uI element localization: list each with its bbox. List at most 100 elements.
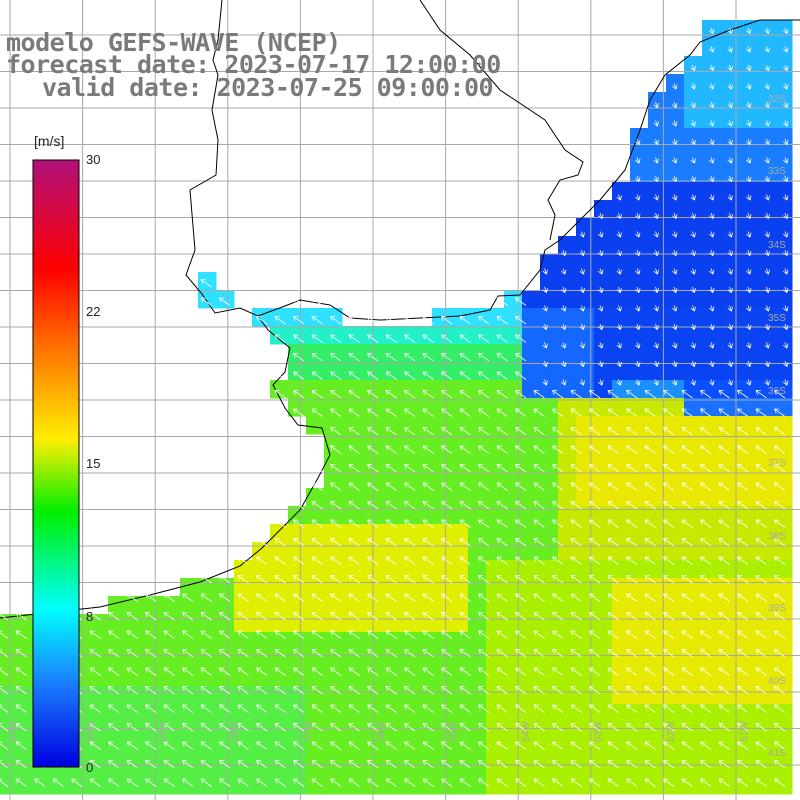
wind-arrow — [616, 194, 622, 201]
wind-arrow — [663, 760, 675, 769]
wind-speed-cell — [630, 560, 649, 579]
wind-arrow — [385, 686, 397, 695]
wind-speed-cell — [594, 740, 613, 759]
wind-arrow — [542, 305, 548, 312]
wind-speed-cell — [558, 686, 577, 705]
wind-arrow — [672, 231, 678, 238]
wind-speed-cell — [594, 398, 613, 417]
wind-speed-cell — [756, 56, 775, 75]
wind-speed-cell — [738, 614, 757, 633]
wind-arrow — [478, 686, 490, 695]
wind-arrow — [681, 427, 693, 436]
wind-arrow — [607, 723, 619, 732]
wind-speed-cell — [720, 146, 739, 165]
wind-arrow — [644, 464, 656, 473]
wind-arrow — [89, 741, 101, 750]
wind-arrow — [700, 667, 712, 676]
wind-speed-cell — [774, 254, 793, 273]
wind-speed-cell — [576, 632, 595, 651]
wind-arrow — [727, 231, 733, 238]
wind-arrow — [422, 760, 434, 769]
wind-arrow — [367, 445, 379, 454]
wind-arrow — [783, 138, 789, 145]
wind-speed-cell — [630, 470, 649, 489]
wind-speed-cell — [756, 236, 775, 255]
wind-speed-cell — [378, 434, 397, 453]
wind-speed-cell — [648, 200, 667, 219]
wind-speed-cell — [702, 362, 721, 381]
wind-arrow — [755, 778, 767, 787]
wind-arrow — [774, 630, 786, 639]
wind-arrow — [644, 667, 656, 676]
wind-arrow — [653, 342, 659, 349]
wind-arrow — [644, 538, 656, 547]
wind-arrow — [764, 249, 770, 256]
wind-arrow — [672, 120, 678, 127]
wind-speed-cell — [666, 110, 685, 129]
wind-speed-cell — [666, 488, 685, 507]
wind-arrow — [589, 612, 601, 621]
wind-speed-cell — [216, 758, 235, 777]
wind-arrow — [700, 427, 712, 436]
wind-arrow — [330, 371, 342, 380]
wind-arrow — [570, 390, 582, 399]
wind-arrow — [755, 612, 767, 621]
wind-speed-cell — [756, 434, 775, 453]
wind-speed-cell — [648, 182, 667, 201]
wind-speed-cell — [576, 560, 595, 579]
wind-speed-cell — [756, 416, 775, 435]
wind-speed-cell — [504, 686, 523, 705]
wind-arrow — [552, 649, 564, 658]
colorbar-unit-label: [m/s] — [34, 133, 65, 149]
wind-speed-cell — [684, 128, 703, 147]
wind-arrow — [496, 612, 508, 621]
wind-arrow — [579, 286, 585, 293]
wind-speed-cell — [720, 218, 739, 237]
wind-arrow — [774, 612, 786, 621]
wind-speed-cell — [270, 776, 289, 795]
wind-speed-cell — [324, 776, 343, 795]
wind-speed-field — [0, 20, 793, 795]
wind-speed-cell — [162, 704, 181, 723]
wind-arrow — [311, 612, 323, 621]
wind-arrow — [690, 342, 696, 349]
wind-speed-cell — [684, 506, 703, 525]
wind-speed-cell — [270, 686, 289, 705]
wind-arrow — [108, 778, 120, 787]
wind-arrow — [0, 760, 9, 769]
wind-arrow — [709, 231, 715, 238]
wind-speed-cell — [306, 614, 325, 633]
lon-label-57w: 57W — [303, 721, 314, 742]
wind-arrow — [515, 334, 527, 343]
wind-speed-cell — [594, 542, 613, 561]
wind-speed-cell — [594, 308, 613, 327]
wind-speed-cell — [486, 758, 505, 777]
wind-arrow — [330, 612, 342, 621]
wind-arrow — [496, 297, 508, 306]
wind-arrow — [737, 519, 749, 528]
wind-speed-cell — [450, 650, 469, 669]
wind-speed-cell — [396, 758, 415, 777]
wind-arrow — [653, 231, 659, 238]
wind-arrow — [644, 723, 656, 732]
wind-speed-cell — [342, 380, 361, 399]
wind-speed-cell — [666, 668, 685, 687]
wind-arrow — [293, 723, 305, 732]
wind-arrow — [274, 686, 286, 695]
wind-arrow — [404, 482, 416, 491]
wind-speed-cell — [108, 704, 127, 723]
wind-speed-cell — [630, 596, 649, 615]
wind-speed-cell — [558, 236, 577, 255]
wind-arrow — [718, 686, 730, 695]
wind-speed-cell — [576, 218, 595, 237]
wind-speed-cell — [180, 614, 199, 633]
wind-arrow — [441, 408, 453, 417]
wind-arrow — [672, 212, 678, 219]
wind-speed-cell — [342, 596, 361, 615]
wind-arrow — [746, 305, 752, 312]
wind-speed-cell — [558, 740, 577, 759]
wind-arrow — [256, 686, 268, 695]
wind-speed-cell — [702, 596, 721, 615]
wind-arrow — [348, 316, 360, 325]
wind-arrow — [700, 741, 712, 750]
